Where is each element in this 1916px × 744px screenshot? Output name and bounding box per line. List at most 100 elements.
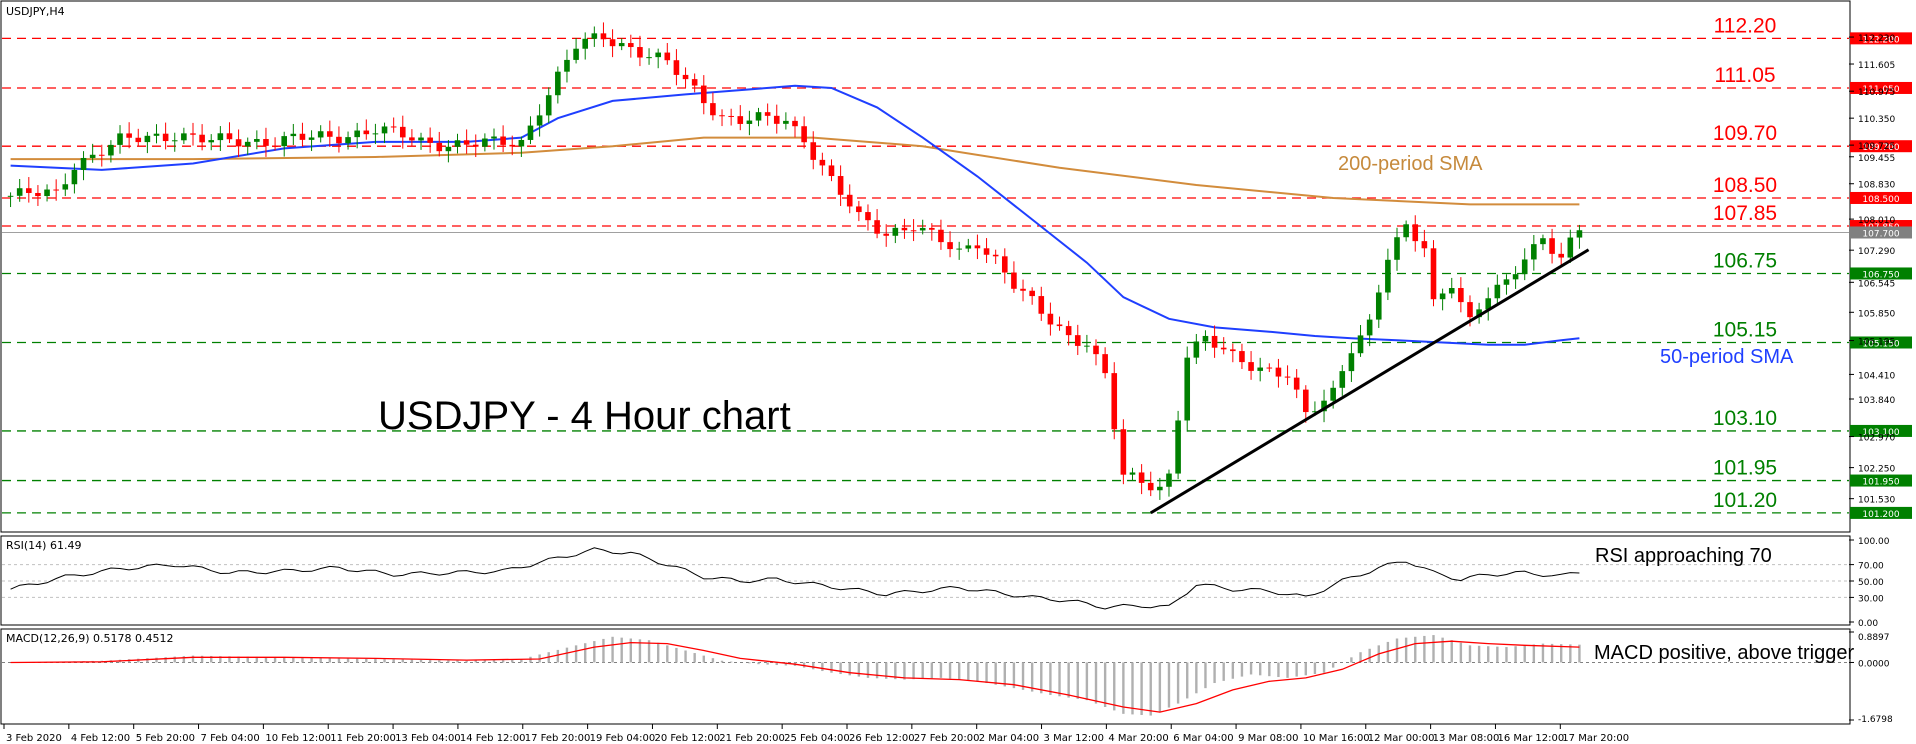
- candle: [162, 122, 169, 150]
- candle: [892, 224, 899, 244]
- candle-body: [1102, 354, 1108, 374]
- candle-body: [564, 59, 570, 72]
- candle: [828, 159, 835, 182]
- candle-body: [336, 136, 342, 144]
- candle-body: [792, 120, 798, 127]
- candle: [98, 144, 105, 167]
- candle: [372, 123, 379, 145]
- candle-body: [1430, 248, 1437, 300]
- candle: [929, 223, 935, 241]
- candle-body: [1230, 349, 1236, 352]
- candle: [235, 129, 242, 158]
- candle: [819, 152, 826, 176]
- time-tick-label: 4 Feb 12:00: [71, 733, 130, 744]
- rsi-annotation: RSI approaching 70: [1595, 545, 1772, 567]
- time-tick-label: 4 Mar 20:00: [1108, 733, 1168, 744]
- candle-body: [819, 159, 826, 166]
- candle: [16, 178, 23, 202]
- candle: [591, 26, 598, 47]
- candle-body: [755, 112, 762, 121]
- candle-body: [500, 136, 506, 145]
- candle: [947, 231, 953, 258]
- candle: [1412, 215, 1419, 252]
- candle-body: [527, 125, 534, 140]
- time-tick-label: 27 Feb 20:00: [914, 733, 980, 744]
- candle-body: [1284, 376, 1291, 378]
- price-tick-label: 106.545: [1858, 279, 1895, 289]
- level-axis-label: 101.200: [1862, 510, 1899, 520]
- candle-body: [1549, 238, 1555, 254]
- level-axis-label: 111.050: [1862, 85, 1899, 95]
- candle-body: [7, 195, 14, 197]
- candle-body: [1093, 345, 1099, 355]
- level-label-103.10: 103.10: [1713, 407, 1777, 430]
- candle-body: [582, 38, 589, 49]
- candle-body: [1029, 290, 1035, 297]
- candle: [26, 177, 32, 203]
- candle-body: [536, 115, 543, 126]
- candle: [691, 73, 698, 93]
- candle: [244, 137, 251, 155]
- current-price-box: [1850, 226, 1912, 239]
- candle: [390, 117, 397, 133]
- candle-body: [53, 189, 59, 191]
- candle: [89, 143, 96, 163]
- candle: [728, 108, 734, 126]
- time-tick-label: 14 Feb 12:00: [460, 733, 526, 744]
- candle: [1175, 410, 1181, 480]
- level-axis-box: [1850, 506, 1912, 519]
- level-axis-box: [1850, 474, 1912, 487]
- candle: [144, 131, 151, 154]
- candle: [1521, 248, 1528, 281]
- candle-body: [181, 133, 187, 141]
- candle: [254, 130, 260, 150]
- time-tick-label: 26 Feb 12:00: [849, 733, 915, 744]
- candle: [500, 125, 506, 153]
- candle-body: [226, 133, 233, 140]
- candle: [1138, 464, 1145, 495]
- candle-body: [327, 131, 333, 137]
- candle: [637, 35, 643, 67]
- candle: [1211, 325, 1218, 358]
- candle-body: [764, 112, 771, 116]
- candle: [1503, 274, 1510, 295]
- candle: [1147, 471, 1154, 497]
- price-tick-label: 110.975: [1858, 88, 1895, 98]
- candle-body: [299, 133, 306, 140]
- candle-body: [345, 137, 351, 144]
- candle-body: [1448, 288, 1455, 294]
- candle: [53, 179, 59, 201]
- candle: [536, 104, 543, 137]
- candle-body: [856, 206, 862, 213]
- level-axis-box: [1850, 336, 1912, 349]
- candle: [491, 128, 497, 150]
- candle: [600, 22, 607, 48]
- level-axis-box: [1850, 191, 1912, 204]
- candle-body: [1540, 238, 1546, 245]
- candle: [1257, 357, 1263, 382]
- candle-body: [16, 188, 23, 196]
- candle: [992, 249, 999, 264]
- candle: [418, 132, 424, 150]
- candle: [1020, 279, 1026, 302]
- candle: [126, 122, 132, 149]
- candle: [363, 119, 370, 140]
- candle-body: [272, 145, 278, 147]
- rsi-grid: [2, 564, 1849, 598]
- candle: [664, 43, 671, 65]
- price-tick-label: 103.840: [1858, 396, 1895, 406]
- candle: [1093, 339, 1099, 366]
- candle: [883, 224, 890, 247]
- price-tick-label: 101.530: [1858, 496, 1895, 506]
- candle: [655, 48, 661, 69]
- candle: [381, 122, 388, 144]
- candle-body: [783, 120, 789, 124]
- candle: [108, 140, 114, 163]
- candle: [1531, 234, 1537, 271]
- price-panel-frame: [0, 0, 1851, 533]
- candle: [327, 120, 333, 147]
- candle-body: [1421, 241, 1428, 249]
- macd-panel: 0.8897 0.0000 -1.6798 MACD(12,26,9) 0.5178…: [0, 628, 1893, 725]
- candle: [527, 116, 534, 145]
